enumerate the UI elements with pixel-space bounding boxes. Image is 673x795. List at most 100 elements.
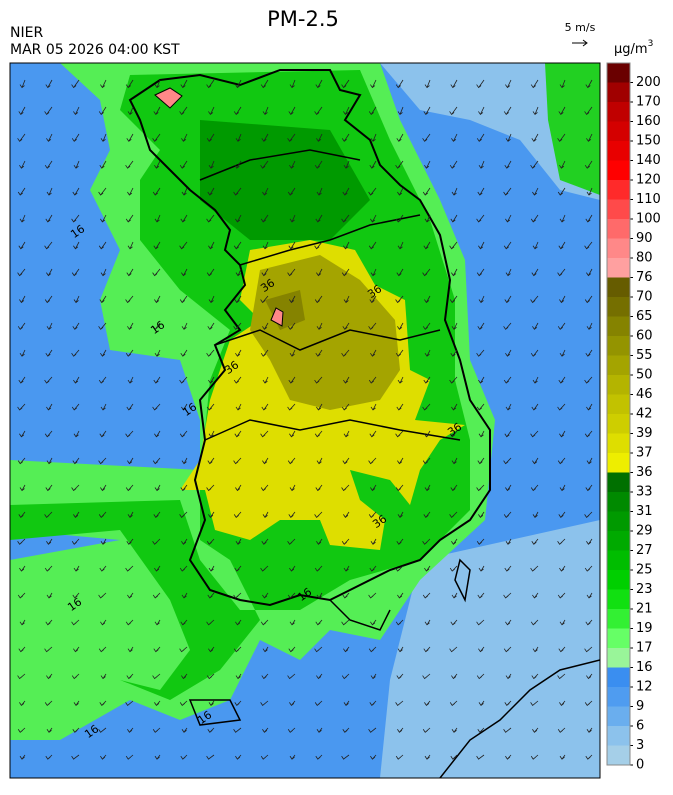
wind-arrow: [451, 322, 458, 330]
wind-arrow: [557, 133, 566, 142]
agency: NIER: [10, 25, 43, 41]
boundary: [199, 149, 461, 441]
wind-arrow: [288, 106, 296, 116]
wind-arrow: [289, 295, 296, 304]
legend-label: 39: [636, 426, 653, 441]
wind-arrow: [476, 619, 485, 626]
title: PM-2.5: [267, 7, 339, 31]
wind-arrow: [154, 565, 161, 572]
wind-arrow: [503, 106, 512, 116]
wind-arrow: [289, 430, 296, 438]
wind-arrow: [341, 133, 350, 142]
wind-arrow: [395, 619, 404, 626]
legend-label: 0: [636, 758, 644, 773]
wind-arrow: [504, 565, 512, 572]
wind-arrow: [261, 538, 269, 545]
wind-arrow: [584, 160, 593, 169]
wind-arrow: [559, 160, 566, 169]
legend-swatch: [607, 160, 630, 180]
wind-arrow: [503, 646, 512, 653]
wind-arrow: [260, 430, 269, 438]
wind-arrow: [46, 538, 53, 545]
wind-arrow: [478, 430, 485, 438]
wind-arrow: [451, 457, 458, 465]
wind-arrow: [179, 646, 188, 653]
wind-arrow: [586, 592, 593, 599]
wind-arrow: [477, 322, 485, 330]
wind-arrow: [557, 187, 566, 196]
wind-arrow: [449, 430, 458, 438]
wind-arrow: [18, 106, 26, 116]
wind-arrow: [18, 376, 26, 384]
wind-arrow: [126, 403, 134, 411]
wind-arrow: [397, 187, 404, 196]
wind-arrow: [503, 727, 512, 733]
wind-arrow: [98, 646, 107, 653]
wind-arrow: [152, 403, 161, 411]
wind-arrow: [260, 295, 269, 304]
hotspot: [270, 307, 284, 327]
wind-arrow: [586, 673, 593, 680]
wind-arrow: [341, 484, 350, 492]
legend-label: 12: [636, 680, 653, 695]
wind-arrow: [287, 268, 296, 277]
wind-arrow: [19, 700, 26, 706]
wind-arrow: [207, 727, 215, 733]
wind-arrow: [261, 268, 269, 277]
green-area: [545, 63, 600, 195]
wind-arrow: [557, 322, 566, 330]
wind-arrow: [179, 511, 188, 518]
wind-arrow: [396, 268, 404, 277]
wind-arrow: [422, 727, 431, 733]
wind-arrow: [45, 754, 53, 760]
wind-arrow: [368, 241, 377, 250]
wind-arrow: [46, 673, 53, 680]
wind-arrow: [584, 430, 593, 438]
wind-arrow: [208, 700, 215, 706]
wind-arrow: [45, 619, 53, 626]
wind-arrow: [368, 511, 377, 518]
wind-arrow: [235, 79, 242, 89]
wind-arrow: [532, 727, 539, 733]
legend-swatch: [607, 570, 630, 590]
wind-arrow: [125, 295, 134, 304]
wind-arrow: [477, 457, 485, 465]
legend-label: 150: [636, 134, 661, 149]
wind-arrow: [451, 727, 458, 733]
wind-arrow: [476, 214, 485, 223]
wind-arrow: [584, 106, 593, 116]
wind-arrow: [233, 376, 242, 384]
legend-swatch: [607, 394, 630, 414]
wind-arrow: [476, 673, 485, 680]
coastline: [439, 659, 600, 778]
wind-arrow: [98, 241, 107, 250]
wind-arrow: [234, 700, 242, 706]
wind-arrow: [341, 619, 350, 626]
wind-arrow: [260, 79, 269, 89]
wind-arrow: [343, 430, 350, 438]
wind-arrow: [17, 403, 26, 411]
wind-arrow: [125, 79, 134, 89]
wind-arrow: [179, 565, 188, 572]
wind-arrow: [368, 646, 377, 653]
wind-arrow: [180, 484, 188, 492]
legend-label: 36: [636, 465, 653, 480]
wind-arrow: [532, 457, 539, 465]
wind-arrow: [100, 214, 107, 223]
wind-arrow: [586, 187, 593, 196]
wind-arrow: [423, 106, 431, 116]
wind-arrow: [396, 538, 404, 545]
wind-arrow: [262, 511, 269, 518]
wind-arrow: [531, 403, 539, 411]
wind-arrow: [422, 133, 431, 142]
wind-arrow: [19, 565, 26, 572]
wind-arrow: [206, 403, 215, 411]
wind-arrow: [341, 673, 350, 680]
wind-arrow: [531, 673, 539, 680]
legend-swatch: [607, 511, 630, 531]
wind-arrow: [585, 484, 593, 492]
wind-arrow: [125, 430, 134, 438]
legend-swatch: [607, 336, 630, 356]
wind-arrow: [152, 133, 161, 142]
wind-arrow: [235, 349, 242, 357]
